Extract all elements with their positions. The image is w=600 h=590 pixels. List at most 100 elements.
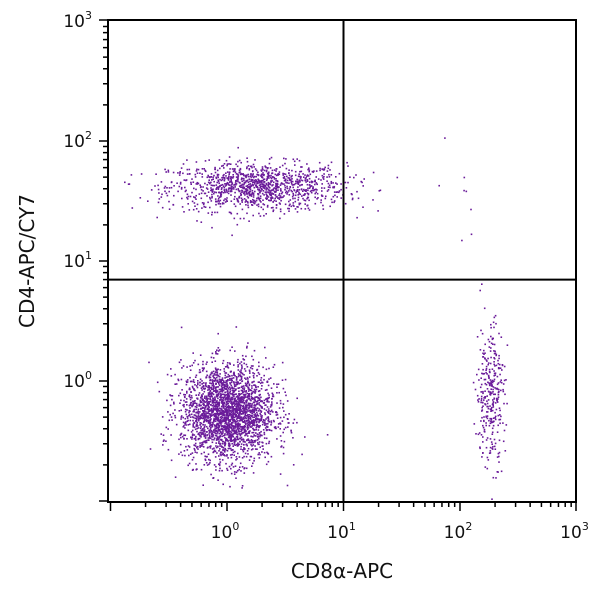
data-point xyxy=(212,434,214,436)
data-point xyxy=(215,430,218,433)
data-point xyxy=(237,409,239,411)
data-point xyxy=(243,191,245,193)
data-point xyxy=(207,181,210,184)
data-point xyxy=(238,456,241,458)
data-point xyxy=(211,391,213,394)
data-point xyxy=(177,172,179,174)
data-point xyxy=(219,388,222,391)
data-point xyxy=(218,201,220,203)
data-point xyxy=(185,413,188,416)
data-point xyxy=(216,410,218,413)
data-point xyxy=(294,170,297,173)
data-point xyxy=(234,450,236,453)
data-point xyxy=(497,398,499,400)
data-point xyxy=(222,429,224,431)
data-point xyxy=(267,419,270,421)
data-point xyxy=(228,187,230,189)
data-point xyxy=(239,466,241,468)
data-point xyxy=(228,405,230,407)
data-point xyxy=(201,433,204,435)
data-point xyxy=(213,464,216,466)
data-point xyxy=(321,187,323,189)
data-point xyxy=(204,170,207,173)
y-tick-label: 100 xyxy=(63,369,92,392)
data-point xyxy=(273,383,275,385)
data-point xyxy=(472,381,475,384)
data-point xyxy=(239,173,242,176)
data-point xyxy=(489,422,492,425)
data-point xyxy=(200,436,202,438)
data-point xyxy=(480,401,482,404)
data-point xyxy=(212,398,214,400)
data-point xyxy=(221,165,223,167)
data-point xyxy=(204,192,207,195)
data-point xyxy=(316,183,318,186)
data-point xyxy=(227,444,230,446)
data-point xyxy=(489,405,491,407)
data-point xyxy=(211,425,214,428)
data-point xyxy=(463,176,466,179)
data-point xyxy=(261,415,263,417)
data-point xyxy=(224,198,226,200)
data-point xyxy=(222,406,225,409)
data-point xyxy=(476,394,479,397)
data-point xyxy=(486,388,489,390)
data-point xyxy=(497,414,500,417)
data-point xyxy=(167,169,170,172)
data-point xyxy=(230,397,232,399)
data-point xyxy=(211,395,213,398)
data-point xyxy=(221,391,224,393)
data-point xyxy=(220,380,222,383)
data-point xyxy=(257,429,260,431)
data-point xyxy=(305,176,307,179)
data-point xyxy=(498,354,500,357)
data-point xyxy=(207,453,210,455)
data-point xyxy=(235,415,238,418)
data-point xyxy=(180,188,183,190)
data-point xyxy=(479,447,481,450)
data-point xyxy=(306,175,308,177)
data-point xyxy=(232,451,235,454)
data-point xyxy=(246,167,248,170)
data-point xyxy=(483,378,486,381)
data-point xyxy=(265,418,267,420)
data-point xyxy=(298,202,301,205)
data-point xyxy=(233,426,235,429)
data-point xyxy=(234,397,236,400)
data-point xyxy=(177,190,179,193)
data-point xyxy=(253,186,256,189)
data-point xyxy=(493,361,495,363)
data-point xyxy=(278,198,281,200)
data-point xyxy=(212,413,215,416)
data-point xyxy=(210,176,213,178)
data-point xyxy=(230,467,232,470)
data-point xyxy=(268,175,271,177)
data-point xyxy=(243,467,245,470)
data-point xyxy=(258,452,260,454)
data-point xyxy=(196,172,199,174)
data-point xyxy=(263,194,265,196)
data-point xyxy=(332,182,334,184)
data-point xyxy=(180,451,182,454)
data-point xyxy=(267,452,269,455)
data-point xyxy=(247,423,249,426)
data-point xyxy=(311,181,314,183)
data-point xyxy=(477,401,480,403)
data-point xyxy=(263,203,266,206)
data-point xyxy=(241,367,243,370)
data-point xyxy=(258,399,261,401)
data-point xyxy=(299,202,302,205)
data-point xyxy=(192,416,195,419)
data-point xyxy=(198,437,201,440)
data-point xyxy=(224,185,227,187)
data-point xyxy=(233,184,235,186)
data-point xyxy=(206,401,209,404)
data-point xyxy=(209,198,212,200)
data-point xyxy=(259,425,261,427)
data-point xyxy=(244,377,246,379)
data-point xyxy=(174,414,176,417)
data-point xyxy=(493,374,495,377)
data-point xyxy=(227,177,230,179)
data-point xyxy=(259,190,262,192)
data-point xyxy=(230,381,233,384)
